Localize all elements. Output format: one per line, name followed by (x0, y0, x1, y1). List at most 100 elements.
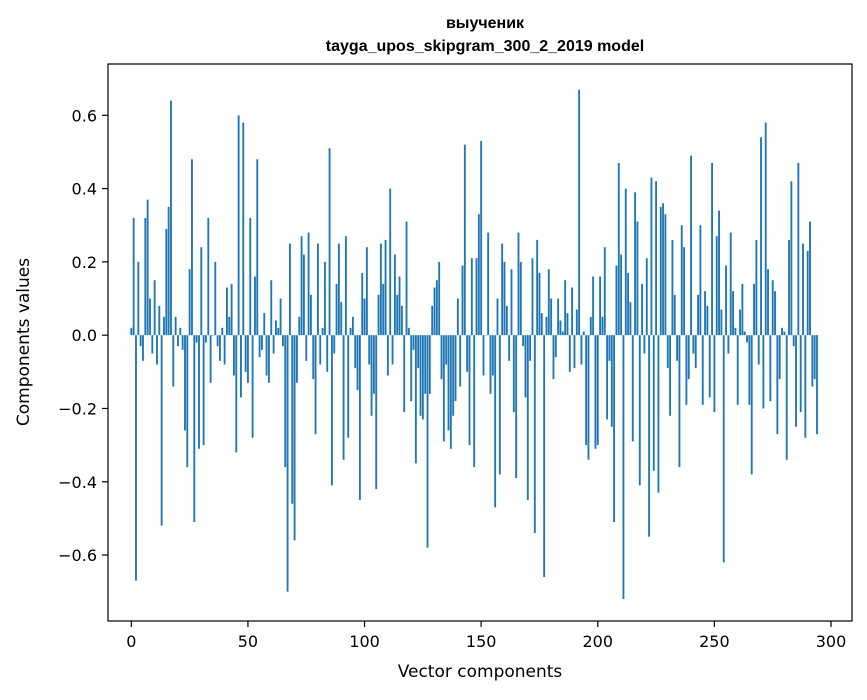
bar-249 (711, 163, 713, 335)
bar-256 (727, 335, 729, 353)
bar-170 (527, 335, 529, 500)
bar-157 (497, 299, 499, 336)
bar-12 (158, 306, 160, 335)
bar-206 (611, 335, 613, 427)
bar-126 (424, 335, 426, 394)
bar-145 (469, 335, 471, 445)
bar-91 (343, 335, 345, 460)
bar-211 (623, 335, 625, 599)
bar-160 (504, 262, 506, 335)
bar-293 (814, 335, 816, 379)
bar-30 (200, 247, 202, 335)
bar-155 (492, 335, 494, 375)
bar-240 (690, 156, 692, 336)
bar-271 (762, 335, 764, 408)
bar-34 (210, 335, 212, 383)
bar-series (130, 90, 818, 599)
bar-269 (758, 335, 760, 364)
bar-154 (490, 335, 492, 394)
bar-183 (557, 299, 559, 336)
bar-244 (699, 225, 701, 335)
bar-45 (235, 335, 237, 452)
bar-167 (520, 262, 522, 335)
x-tick-label: 150 (466, 632, 497, 651)
bar-119 (408, 328, 410, 335)
bar-133 (441, 335, 443, 379)
bar-77 (310, 295, 312, 335)
bar-290 (807, 251, 809, 335)
bar-88 (336, 284, 338, 335)
bar-204 (606, 335, 608, 419)
bar-265 (748, 335, 750, 405)
bar-197 (590, 317, 592, 335)
bar-63 (277, 328, 279, 335)
bar-113 (394, 255, 396, 336)
bar-67 (287, 335, 289, 592)
bar-120 (410, 335, 412, 401)
bar-136 (448, 335, 450, 430)
bar-229 (664, 214, 666, 335)
bar-39 (221, 328, 223, 335)
bar-17 (170, 101, 172, 336)
bar-209 (618, 163, 620, 335)
bar-58 (266, 335, 268, 375)
bar-166 (518, 233, 520, 336)
bar-38 (219, 335, 221, 361)
bar-190 (574, 335, 576, 368)
bar-179 (548, 269, 550, 335)
bar-226 (657, 335, 659, 493)
bar-4 (140, 335, 142, 346)
bar-217 (637, 222, 639, 336)
bar-202 (602, 317, 604, 335)
bar-280 (783, 332, 785, 336)
bar-165 (515, 335, 517, 478)
bar-164 (513, 335, 515, 412)
bar-250 (713, 335, 715, 412)
bar-255 (725, 266, 727, 336)
bar-82 (322, 328, 324, 335)
bar-117 (403, 335, 405, 412)
bar-162 (508, 335, 510, 361)
bar-193 (581, 335, 583, 364)
bar-221 (646, 258, 648, 335)
bar-225 (655, 181, 657, 335)
bar-87 (333, 335, 335, 353)
x-tick-label: 200 (583, 632, 614, 651)
x-tick-label: 0 (126, 632, 136, 651)
bar-148 (476, 258, 478, 335)
bar-178 (546, 317, 548, 335)
bar-177 (543, 335, 545, 577)
bar-138 (452, 335, 454, 416)
bar-182 (555, 335, 557, 357)
bar-102 (368, 335, 370, 364)
bar-85 (329, 148, 331, 335)
bar-212 (625, 189, 627, 336)
bar-52 (252, 335, 254, 438)
bar-169 (525, 335, 527, 397)
bar-55 (259, 335, 261, 357)
bar-272 (765, 123, 767, 336)
x-tick-label: 250 (699, 632, 730, 651)
bar-37 (217, 335, 219, 346)
bar-18 (172, 335, 174, 386)
bar-187 (567, 313, 569, 335)
bar-147 (473, 335, 475, 467)
bar-161 (506, 306, 508, 335)
bar-112 (392, 335, 394, 364)
bar-15 (165, 229, 167, 335)
bar-191 (576, 310, 578, 336)
bar-194 (583, 332, 585, 336)
bar-101 (366, 247, 368, 335)
bar-151 (483, 335, 485, 375)
bar-270 (760, 137, 762, 335)
bar-8 (149, 299, 151, 336)
bar-289 (804, 335, 806, 438)
y-tick-label: −0.6 (58, 546, 97, 565)
bar-233 (674, 295, 676, 335)
y-tick-label: 0.4 (72, 180, 97, 199)
bar-189 (571, 288, 573, 336)
bar-78 (312, 335, 314, 379)
bar-27 (193, 335, 195, 522)
